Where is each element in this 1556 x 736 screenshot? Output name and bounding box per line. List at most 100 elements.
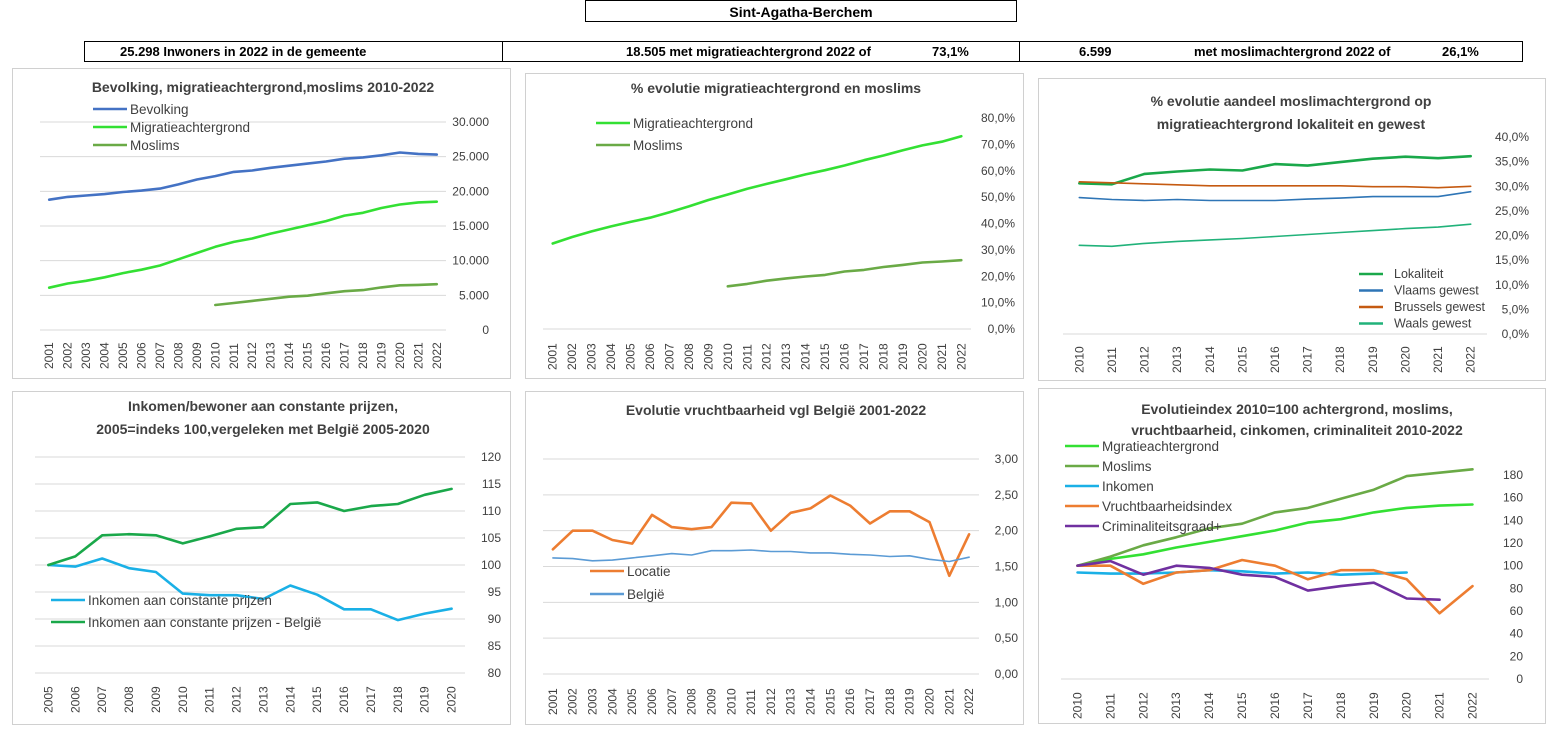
stats-bar: 25.298 Inwoners in 2022 in de gemeente 1…	[84, 41, 1523, 62]
legend-label: Inkomen aan constante prijzen	[88, 593, 272, 608]
y-tick-label: 0,50	[995, 631, 1019, 645]
chart-title: Bevolking, migratieachtergrond,moslims 2…	[92, 79, 435, 95]
chart-percent-evolution: % evolutie migratieachtergrond en moslim…	[525, 73, 1024, 379]
stat-migration-text: 18.505 met migratieachtergrond 2022 of	[626, 44, 871, 59]
x-tick-label: 2020	[915, 343, 929, 370]
x-tick-label: 2018	[1333, 346, 1347, 373]
c4-svg: Inkomen/bewoner aan constante prijzen, 20…	[35, 398, 502, 713]
y-tick-label: 180	[1503, 468, 1523, 482]
y-tick-label: 60	[1510, 604, 1524, 618]
series-line-waals-gewest	[1078, 223, 1472, 248]
chart-evolution-index: Evolutieindex 2010=100 achtergrond, mosl…	[1038, 388, 1546, 724]
x-tick-label: 2008	[682, 343, 696, 370]
x-tick-label: 2004	[604, 343, 618, 370]
x-tick-label: 2017	[1301, 346, 1315, 373]
x-tick-label: 2004	[605, 688, 619, 715]
y-tick-label: 115	[482, 477, 501, 491]
x-tick-label: 2013	[784, 688, 798, 715]
x-tick-label: 2021	[942, 688, 956, 715]
x-tick-label: 2011	[1103, 693, 1117, 719]
legend-label: Moslims	[633, 138, 683, 153]
legend-label: Inkomen	[1102, 479, 1154, 494]
x-tick-label: 2020	[393, 342, 407, 369]
x-tick-label: 2013	[1170, 346, 1184, 373]
legend-label: Migratieachtergrond	[633, 116, 753, 131]
x-tick-label: 2010	[208, 342, 222, 369]
x-tick-label: 2005	[625, 688, 639, 715]
series-line-inkomen-aan-constante-prijzen	[47, 557, 453, 622]
y-tick-label: 0	[1516, 672, 1523, 686]
y-tick-label: 60,0%	[981, 164, 1015, 178]
x-tick-label: 2022	[1464, 346, 1478, 373]
legend-label: Migratieachtergrond	[130, 120, 250, 135]
x-tick-label: 2013	[779, 343, 793, 370]
legend-label: Inkomen aan constante prijzen - België	[88, 615, 321, 630]
y-tick-label: 110	[482, 504, 501, 518]
series-line-belgi	[552, 549, 970, 563]
x-tick-label: 2005	[116, 342, 130, 369]
y-tick-label: 105	[481, 531, 501, 545]
x-tick-label: 2010	[724, 688, 738, 715]
x-tick-label: 2011	[740, 344, 754, 370]
x-tick-label: 2004	[98, 342, 112, 369]
x-tick-label: 2022	[430, 342, 444, 369]
x-tick-label: 2001	[42, 342, 56, 369]
series-line-moslims	[1076, 468, 1474, 567]
x-tick-label: 2016	[319, 342, 333, 369]
x-tick-label: 2022	[962, 688, 976, 715]
x-tick-label: 2021	[1433, 692, 1447, 719]
series-line-inkomen	[1076, 568, 1408, 576]
y-tick-label: 20.000	[452, 184, 489, 198]
x-tick-label: 2007	[665, 688, 679, 715]
series-line-migratieachtergrond	[47, 200, 439, 289]
y-tick-label: 0	[482, 323, 489, 337]
legend-label: Criminaliteitsgraad+	[1102, 519, 1222, 534]
x-tick-label: 2019	[418, 686, 432, 713]
x-tick-label: 2007	[153, 342, 167, 369]
series-line-vruchtbaarheidsindex	[1076, 558, 1474, 615]
series-line-migratieachtergrond	[551, 134, 963, 245]
x-tick-label: 2015	[301, 342, 315, 369]
x-tick-label: 2016	[337, 686, 351, 713]
y-tick-label: 20,0%	[1495, 229, 1529, 243]
x-tick-label: 2010	[1072, 346, 1086, 373]
x-tick-label: 2012	[1136, 692, 1150, 719]
x-tick-label: 2012	[760, 343, 774, 370]
x-tick-label: 2020	[922, 688, 936, 715]
chart-title: 2005=indeks 100,vergeleken met België 20…	[96, 421, 430, 437]
x-tick-label: 2022	[954, 343, 968, 370]
x-tick-label: 2005	[624, 343, 638, 370]
x-tick-label: 2018	[356, 342, 370, 369]
x-tick-label: 2021	[411, 342, 425, 369]
chart-title: Evolutieindex 2010=100 achtergrond, mosl…	[1141, 401, 1453, 417]
y-tick-label: 25.000	[452, 150, 489, 164]
x-tick-label: 2005	[41, 686, 55, 713]
y-tick-label: 1,50	[995, 560, 1019, 574]
y-tick-label: 120	[1503, 536, 1523, 550]
x-tick-label: 2001	[546, 688, 560, 715]
chart-title: migratieachtergrond lokaliteit en gewest	[1157, 116, 1426, 132]
y-tick-label: 20	[1510, 649, 1524, 663]
y-tick-label: 50,0%	[981, 190, 1015, 204]
c2-svg: % evolutie migratieachtergrond en moslim…	[543, 80, 1015, 370]
series-line-moslims	[726, 258, 963, 288]
x-tick-label: 2003	[585, 343, 599, 370]
y-tick-label: 90	[488, 612, 502, 626]
y-tick-label: 80	[1510, 581, 1524, 595]
x-tick-label: 2011	[1105, 347, 1119, 373]
y-tick-label: 10,0%	[1495, 278, 1529, 292]
y-tick-label: 120	[481, 450, 501, 464]
x-tick-label: 2012	[245, 342, 259, 369]
y-tick-label: 5.000	[459, 288, 489, 302]
c1-svg: Bevolking, migratieachtergrond,moslims 2…	[40, 79, 489, 369]
x-tick-label: 2017	[338, 342, 352, 369]
legend-label: Brussels gewest	[1394, 300, 1486, 314]
x-tick-label: 2006	[135, 342, 149, 369]
y-tick-label: 30,0%	[981, 243, 1015, 257]
y-tick-label: 100	[1503, 559, 1523, 573]
c5-svg: Evolutie vruchtbaarheid vgl België 2001-…	[543, 402, 1019, 715]
y-tick-label: 40,0%	[1495, 130, 1529, 144]
x-tick-label: 2006	[645, 688, 659, 715]
x-tick-label: 2021	[935, 343, 949, 370]
x-tick-label: 2014	[1203, 346, 1217, 373]
